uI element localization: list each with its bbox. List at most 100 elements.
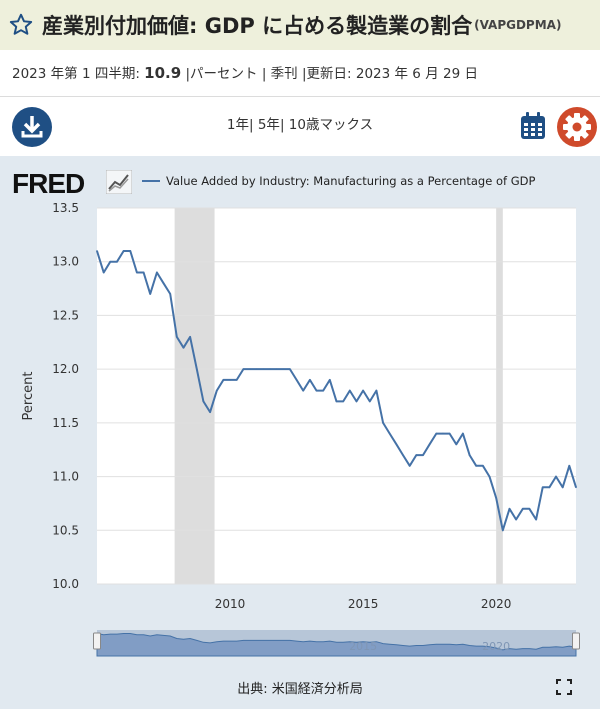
data-point [269,368,271,370]
calendar-icon[interactable] [520,112,546,140]
recession-band [174,208,215,584]
settings-button[interactable] [557,107,597,147]
divider [0,96,600,97]
data-point [502,529,504,532]
data-point [209,411,211,413]
data-point [222,379,225,381]
y-tick-label: 11.5 [52,416,79,430]
data-point [395,443,398,446]
line-chart: 10.0 10.5 11.0 11.5 12.0 12.5 13.0 13.5 2010 2015… [21,201,580,657]
data-point [442,432,444,435]
data-point [415,454,418,456]
data-point [102,271,105,274]
data-point [235,379,238,381]
gear-icon [563,113,591,141]
fullscreen-icon[interactable] [556,679,572,695]
data-point [541,486,544,489]
y-tick-label: 13.0 [52,255,79,269]
data-point [176,336,178,338]
download-button[interactable] [12,107,52,147]
series-id: (VAPGDPMA) [474,18,562,32]
data-point [329,379,331,381]
data-point [96,250,98,252]
fred-logo: FRED [12,168,85,199]
data-point [368,400,371,403]
data-point [561,486,564,489]
source-note: 出典: 米国経済分析局 [237,682,363,697]
range-5y[interactable]: 5年 [257,117,280,133]
range-10y[interactable]: 10歳 [288,117,320,133]
data-point [555,475,557,478]
data-point [169,293,171,295]
data-point [109,260,112,263]
data-point [149,293,152,295]
legend-swatch [142,180,160,182]
data-point [515,518,517,521]
data-point [455,443,458,446]
data-point [342,400,344,403]
data-point [255,368,258,370]
data-point [528,508,531,510]
data-point [162,282,165,284]
navigator-handle[interactable] [93,632,101,650]
data-point [215,389,218,392]
observation-period: 2023 年第 1 四半期: [12,66,140,82]
y-tick-label: 10.5 [52,523,79,537]
navigator-tick-label: 2020 [482,640,510,653]
y-tick-label: 12.0 [52,362,79,376]
data-point [521,508,524,510]
data-point [375,389,378,392]
data-point [229,379,231,381]
data-point [508,508,511,510]
data-point [568,465,571,467]
data-point [195,368,198,370]
data-point [575,486,577,489]
navigator-handle[interactable] [572,632,580,650]
data-point [116,260,118,263]
data-point [428,443,431,446]
data-point [295,379,298,381]
data-point [182,346,185,349]
data-point [435,432,438,435]
data-point [448,432,451,435]
download-icon [21,116,43,138]
x-tick-label: 2020 [481,597,512,611]
data-point [189,336,191,338]
data-point [156,271,158,274]
data-point [275,368,278,370]
observation-updated: |更新日: 2023 年 6 月 29 日 [301,66,478,82]
data-point [495,497,497,499]
y-axis-label: Percent [21,372,36,421]
title-bar: 産業別付加価値: GDP に占める製造業の割合 (VAPGDPMA) [0,0,600,50]
data-point [262,368,265,370]
range-max[interactable]: マックス [319,117,374,133]
data-point [289,368,291,370]
data-point [382,422,384,424]
page-title: 産業別付加価値: GDP に占める製造業の割合 [42,14,473,38]
data-point [315,389,318,392]
chart-legend: Value Added by Industry: Manufacturing a… [142,174,535,188]
data-point [468,454,471,456]
observation-value: 10.9 [144,64,182,82]
range-links: 1年| 5年| 10歳マックス [226,117,374,133]
data-point [548,486,551,489]
data-point [122,250,125,252]
star-icon[interactable] [8,12,34,38]
navigator-tick-label: 2015 [349,640,377,653]
data-point [242,368,245,370]
x-tick-label: 2015 [348,597,379,611]
data-point [282,368,285,370]
data-point [408,465,411,467]
data-point [355,400,358,403]
data-point [309,379,311,381]
data-point [535,518,537,521]
data-point [462,432,464,435]
data-point [488,475,491,478]
data-point [142,271,145,274]
y-tick-label: 10.0 [52,577,79,591]
y-tick-label: 13.5 [52,201,79,215]
observation-info: 2023 年第 1 四半期: 10.9 |パーセント | 季刊 |更新日: 20… [12,62,478,82]
range-1y[interactable]: 1年 [226,117,249,133]
data-point [335,400,338,403]
legend-label: Value Added by Industry: Manufacturing a… [166,174,536,188]
